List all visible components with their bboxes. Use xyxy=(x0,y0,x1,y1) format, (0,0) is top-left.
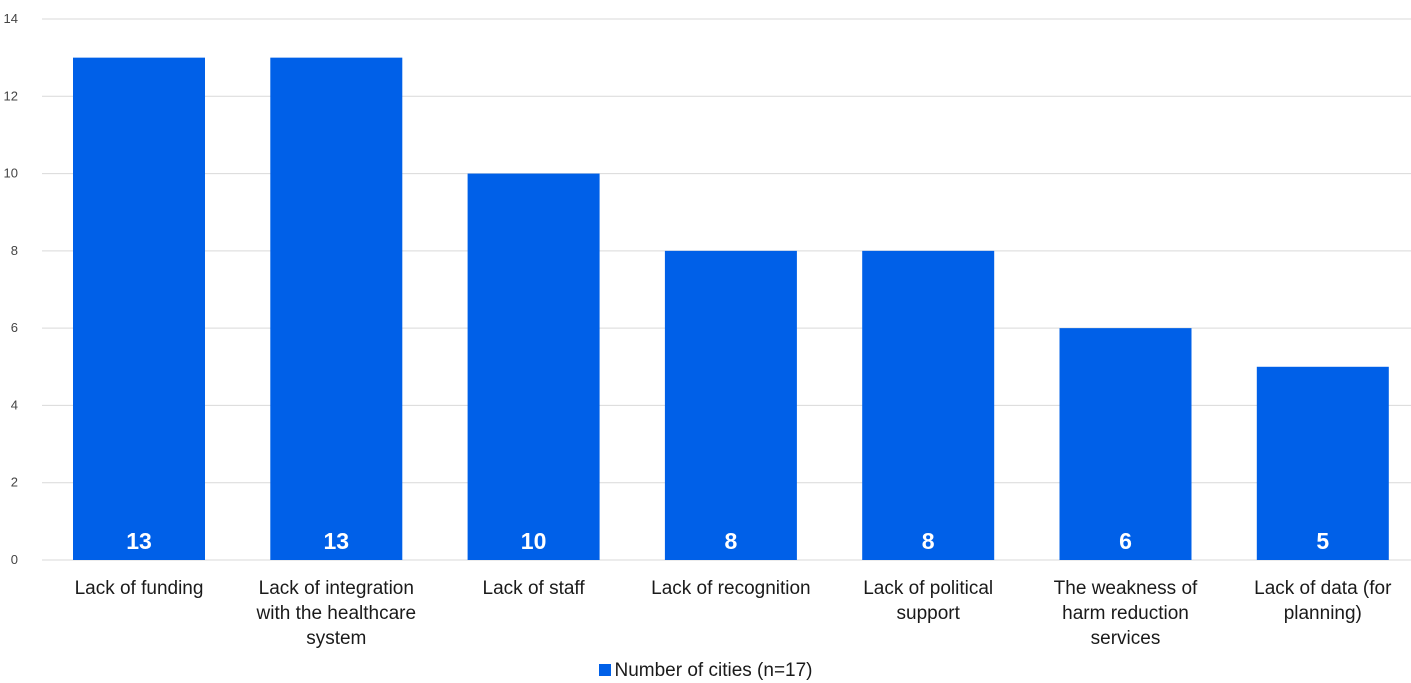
x-tick-label-line: The weakness of xyxy=(1054,578,1198,599)
bar xyxy=(73,57,205,561)
data-label: 5 xyxy=(1316,528,1329,554)
data-label: 13 xyxy=(126,528,152,554)
x-tick-label: Lack of staff xyxy=(483,578,586,599)
y-tick-label: 12 xyxy=(4,88,18,103)
legend-label: Number of cities (n=17) xyxy=(614,660,813,681)
legend: Number of cities (n=17) xyxy=(0,660,1411,682)
x-tick-label: Lack of political support xyxy=(863,578,993,624)
x-tick-label: Lack of recognition xyxy=(651,578,811,599)
bar xyxy=(664,250,797,560)
y-tick-label: 4 xyxy=(11,397,18,412)
data-label: 13 xyxy=(324,528,350,554)
y-tick-label: 8 xyxy=(11,243,18,258)
bar xyxy=(1256,366,1389,560)
x-tick-label-line: Lack of integration xyxy=(259,578,414,599)
y-tick-label: 6 xyxy=(11,320,18,335)
x-tick-label-line: support xyxy=(897,603,961,624)
y-tick-label: 2 xyxy=(11,475,18,490)
y-tick-label: 0 xyxy=(11,552,18,567)
x-tick-label-line: Lack of funding xyxy=(75,578,204,599)
x-tick-label-line: system xyxy=(306,628,366,649)
bar xyxy=(467,173,600,561)
x-tick-label-line: planning) xyxy=(1284,603,1362,624)
x-tick-label-line: Lack of data (for xyxy=(1254,578,1392,599)
x-tick-label-line: Lack of staff xyxy=(483,578,586,599)
x-tick-label-line: Lack of recognition xyxy=(651,578,811,599)
bar xyxy=(270,57,403,561)
x-tick-label-line: with the healthcare xyxy=(256,603,417,624)
x-tick-label: The weakness of harm reduction services xyxy=(1054,578,1198,649)
y-tick-label: 14 xyxy=(4,11,18,26)
y-tick-label: 10 xyxy=(4,166,18,181)
x-tick-label-line: harm reduction xyxy=(1062,603,1189,624)
bar xyxy=(1059,328,1192,560)
data-label: 6 xyxy=(1119,528,1132,554)
bar xyxy=(862,250,995,560)
legend-swatch xyxy=(598,664,611,676)
data-label: 8 xyxy=(725,528,738,554)
x-tick-label-line: Lack of political xyxy=(863,578,993,599)
x-tick-label: Lack of integration with the healthcare sy… xyxy=(256,578,417,649)
x-tick-label: Lack of data (for planning) xyxy=(1254,578,1392,624)
data-label: 10 xyxy=(521,528,547,554)
data-label: 8 xyxy=(922,528,935,554)
bar-chart: 0 2 4 6 8 10 12 14 13 Lack of funding 13 Lack of in… xyxy=(4,11,1411,649)
x-tick-label-line: services xyxy=(1091,628,1161,649)
x-tick-label: Lack of funding xyxy=(75,578,204,599)
